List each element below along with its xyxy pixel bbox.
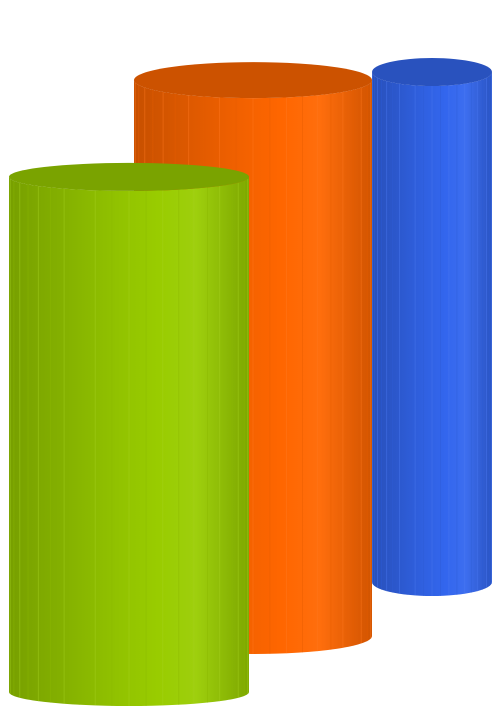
cylinder-top <box>372 58 492 86</box>
cylinder-bar <box>9 162 249 706</box>
cylinder-bar <box>372 58 492 596</box>
cylinder-top <box>134 62 372 99</box>
cylinder-top <box>9 162 249 191</box>
